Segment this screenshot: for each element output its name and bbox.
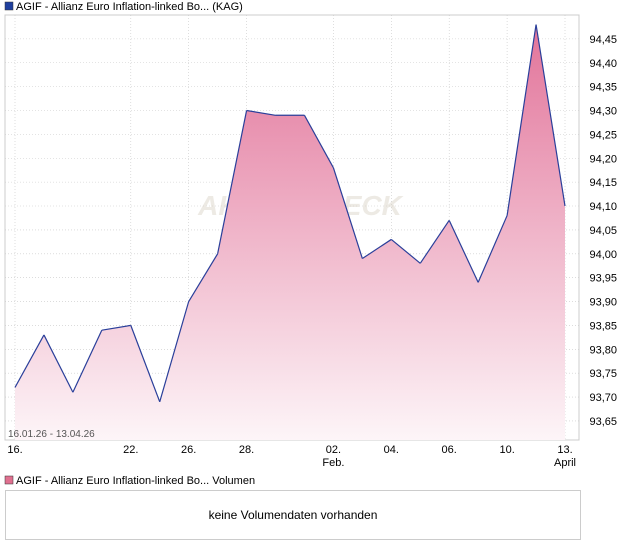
x-tick-label: 10. [499, 444, 514, 456]
price-legend-label: AGIF - Allianz Euro Inflation-linked Bo.… [16, 1, 243, 13]
price-line-segment [14, 334, 45, 388]
y-tick-label: 93,70 [589, 392, 617, 404]
x-tick-label: 13. [557, 444, 572, 456]
y-tick-label: 94,25 [589, 129, 617, 141]
price-line-segment [390, 238, 421, 264]
y-tick-label: 94,40 [589, 58, 617, 70]
y-tick-label: 93,80 [589, 344, 617, 356]
volume-legend-label: AGIF - Allianz Euro Inflation-linked Bo.… [16, 475, 255, 487]
y-tick-label: 93,75 [589, 368, 617, 380]
x-tick-label: 28. [239, 444, 254, 456]
price-line-segment [43, 334, 74, 393]
price-line-segment [362, 238, 392, 260]
y-tick-label: 94,20 [589, 153, 617, 165]
price-line-segment [303, 114, 334, 169]
price-line-segment [448, 220, 479, 283]
y-tick-label: 94,30 [589, 106, 617, 118]
price-legend-swatch [4, 1, 14, 11]
price-line-segment [72, 329, 103, 393]
y-tick-label: 94,00 [589, 249, 617, 261]
price-line-segment [159, 301, 190, 402]
x-tick-label: 16. [7, 444, 22, 456]
y-tick-label: 93,65 [589, 416, 617, 428]
price-line-segment [246, 109, 276, 116]
x-tick-sublabel: Feb. [322, 457, 344, 469]
x-tick-sublabel: April [554, 457, 576, 469]
y-tick-label: 93,90 [589, 297, 617, 309]
price-line [14, 24, 566, 403]
volume-panel: keine Volumendaten vorhanden [5, 490, 581, 540]
volume-empty-message: keine Volumendaten vorhanden [208, 508, 378, 522]
volume-legend-swatch [4, 475, 14, 485]
x-tick-label: 22. [123, 444, 138, 456]
y-tick-label: 94,10 [589, 201, 617, 213]
price-line-segment [101, 324, 131, 331]
price-line-segment [506, 24, 537, 216]
x-axis-ticks: 16. 22. 26. 28. 02.Feb. 04. 06. 10. 13.April [7, 444, 576, 469]
price-line-segment [419, 220, 450, 264]
y-tick-label: 93,85 [589, 320, 617, 332]
price-line-segment [535, 24, 566, 207]
x-tick-label: 06. [442, 444, 457, 456]
y-tick-label: 94,45 [589, 34, 617, 46]
price-line-segment [217, 110, 248, 254]
price-line-segment [130, 325, 161, 403]
y-axis-ticks: 93,65 93,70 93,75 93,80 93,85 93,90 93,95 94,00… [589, 34, 617, 428]
y-tick-label: 94,05 [589, 225, 617, 237]
y-tick-label: 94,15 [589, 177, 617, 189]
y-tick-label: 93,95 [589, 273, 617, 285]
price-line-segment [477, 215, 508, 283]
date-range-label: 16.01.26 - 13.04.26 [8, 429, 95, 440]
price-line-segment [332, 167, 363, 259]
x-tick-label: 02. [326, 444, 341, 456]
price-line-segment [188, 253, 219, 302]
price-area-fill [15, 24, 565, 440]
x-tick-label: 26. [181, 444, 196, 456]
price-area [15, 24, 565, 440]
x-tick-label: 04. [384, 444, 399, 456]
y-tick-label: 94,35 [589, 82, 617, 94]
